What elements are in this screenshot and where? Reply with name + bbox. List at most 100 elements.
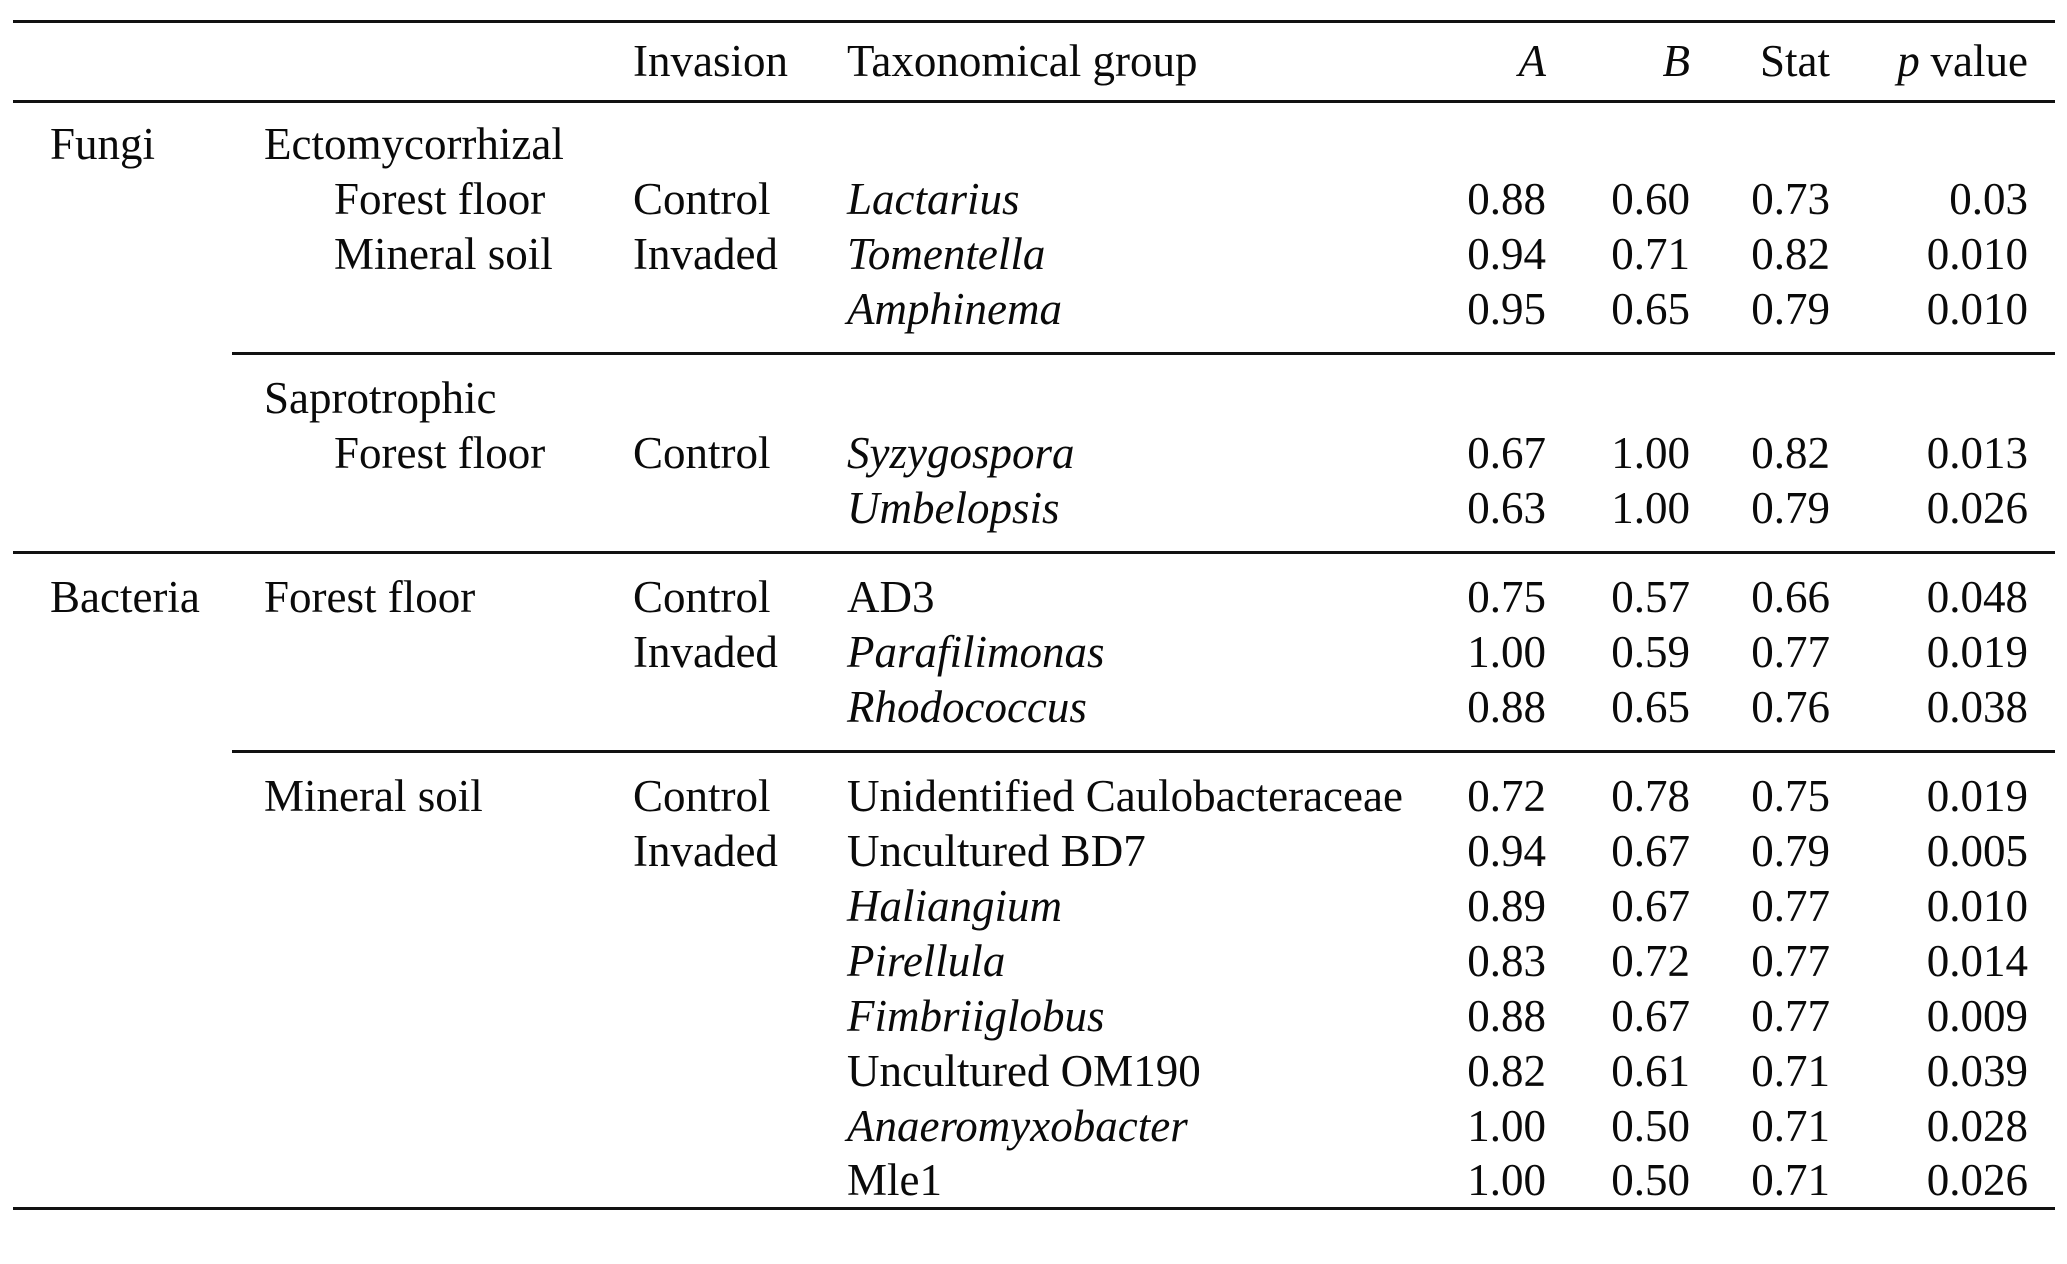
p-value-cell: 0.03 xyxy=(1949,173,2028,224)
stat-value-cell: 0.77 xyxy=(1751,880,1830,931)
taxon-name: Fimbriiglobus xyxy=(847,990,1105,1041)
a-value-cell xyxy=(1466,117,1546,172)
table-row: Invaded Parafilimonas 1.00 0.59 0.77 0.0… xyxy=(13,625,2055,680)
taxon-name: Anaeromyxobacter xyxy=(847,1100,1188,1151)
p-value-cell: 0.028 xyxy=(1926,1100,2028,1151)
invasion-cell xyxy=(633,989,847,1044)
table-row: Mineral soil Invaded Tomentella 0.94 0.7… xyxy=(13,227,2055,282)
taxon-cell xyxy=(847,117,1466,172)
a-value-cell: 0.89 xyxy=(1467,880,1546,931)
p-value-cell xyxy=(1830,117,2055,172)
b-value-cell: 0.57 xyxy=(1611,571,1690,622)
b-value-cell: 0.71 xyxy=(1611,228,1690,279)
a-value-cell: 0.88 xyxy=(1467,681,1546,732)
invasion-cell xyxy=(633,680,847,735)
stat-value-cell xyxy=(1690,371,1830,426)
group-cell: Bacteria xyxy=(50,571,200,622)
a-value-cell: 0.63 xyxy=(1467,482,1546,533)
a-value-cell: 0.88 xyxy=(1467,990,1546,1041)
a-value-cell: 0.72 xyxy=(1467,770,1546,821)
guild-cell xyxy=(232,1099,633,1154)
guild-cell xyxy=(232,282,633,337)
guild-cell: Forest floor xyxy=(264,571,476,622)
b-value-cell: 0.50 xyxy=(1611,1154,1690,1205)
guild-cell xyxy=(232,879,633,934)
stat-value-cell: 0.82 xyxy=(1751,228,1830,279)
group-cell xyxy=(13,1099,232,1154)
taxon-name: Tomentella xyxy=(847,228,1046,279)
p-value-cell: 0.039 xyxy=(1926,1045,2028,1096)
taxon-cell: Pirellula xyxy=(847,934,1466,989)
group-cell xyxy=(13,426,232,481)
b-value-cell: 0.78 xyxy=(1611,770,1690,821)
a-value-cell: 0.83 xyxy=(1467,935,1546,986)
guild-cell xyxy=(232,1154,633,1209)
p-value-cell: 0.013 xyxy=(1926,427,2028,478)
p-value-cell: 0.026 xyxy=(1926,482,2028,533)
group-cell xyxy=(13,227,232,282)
guild-cell xyxy=(232,481,633,536)
table-row: Invaded Uncultured BD7 0.94 0.67 0.79 0.… xyxy=(13,824,2055,879)
table-row: Anaeromyxobacter 1.00 0.50 0.71 0.028 xyxy=(13,1099,2055,1154)
header-invasion: Invasion xyxy=(633,36,788,86)
a-value-cell: 0.75 xyxy=(1467,571,1546,622)
group-cell xyxy=(13,1044,232,1099)
invasion-cell: Invaded xyxy=(633,825,778,876)
table-row: Rhodococcus 0.88 0.65 0.76 0.038 xyxy=(13,680,2055,735)
group-cell xyxy=(13,481,232,536)
guild-cell: Mineral soil xyxy=(264,770,483,821)
p-value-cell: 0.038 xyxy=(1926,681,2028,732)
guild-cell xyxy=(232,680,633,735)
invasion-cell xyxy=(633,371,847,426)
table-row: Mineral soil Control Unidentified Caulob… xyxy=(13,769,2055,824)
invasion-cell: Invaded xyxy=(633,228,778,279)
taxon-cell: AD3 xyxy=(847,571,935,622)
taxon-cell: Lactarius xyxy=(847,172,1466,227)
invasion-cell xyxy=(633,1044,847,1099)
b-value-cell xyxy=(1546,371,1690,426)
invasion-cell xyxy=(633,1099,847,1154)
group-cell xyxy=(13,1154,232,1209)
group-cell xyxy=(13,769,232,824)
p-value-cell: 0.005 xyxy=(1926,825,2028,876)
header-p-symbol: p xyxy=(1897,36,1920,86)
taxon-cell: Unidentified Caulobacteraceae xyxy=(847,770,1403,821)
guild-cell xyxy=(232,1044,633,1099)
header-b: B xyxy=(1662,36,1691,86)
stat-value-cell: 0.79 xyxy=(1751,283,1830,334)
stat-value-cell: 0.71 xyxy=(1751,1154,1830,1205)
taxon-cell: Tomentella xyxy=(847,227,1466,282)
group-cell xyxy=(13,282,232,337)
a-value-cell: 1.00 xyxy=(1467,1100,1546,1151)
b-value-cell: 0.65 xyxy=(1611,681,1690,732)
guild-cell xyxy=(232,824,633,879)
guild-cell: Saprotrophic xyxy=(264,372,497,423)
p-value-cell: 0.014 xyxy=(1926,935,2028,986)
p-value-cell: 0.048 xyxy=(1926,571,2028,622)
invasion-cell xyxy=(633,1154,847,1209)
table-header: Invasion Taxonomical group A B Stat p val… xyxy=(13,22,2055,102)
b-value-cell: 0.61 xyxy=(1611,1045,1690,1096)
section-divider-partial xyxy=(13,735,2055,769)
table-row: Pirellula 0.83 0.72 0.77 0.014 xyxy=(13,934,2055,989)
divider-line xyxy=(232,352,2055,355)
table-row: Haliangium 0.89 0.67 0.77 0.010 xyxy=(13,879,2055,934)
a-value-cell: 0.94 xyxy=(1467,228,1546,279)
stat-value-cell: 0.66 xyxy=(1751,571,1830,622)
taxon-cell xyxy=(847,371,1466,426)
a-value-cell: 1.00 xyxy=(1467,626,1546,677)
taxon-cell: Fimbriiglobus xyxy=(847,989,1466,1044)
divider-line xyxy=(232,750,2055,753)
table-row: Forest floor Control Lactarius 0.88 0.60… xyxy=(13,172,2055,227)
invasion-cell xyxy=(633,879,847,934)
stat-value-cell: 0.76 xyxy=(1751,681,1830,732)
b-value-cell xyxy=(1546,117,1690,172)
table-row: Amphinema 0.95 0.65 0.79 0.010 xyxy=(13,282,2055,337)
stat-value-cell: 0.77 xyxy=(1751,935,1830,986)
taxon-name: Umbelopsis xyxy=(847,482,1060,533)
header-guild xyxy=(232,22,633,102)
invasion-cell: Control xyxy=(633,173,771,224)
stat-value-cell: 0.79 xyxy=(1751,825,1830,876)
group-cell: Fungi xyxy=(50,118,156,169)
p-value-cell: 0.019 xyxy=(1926,770,2028,821)
